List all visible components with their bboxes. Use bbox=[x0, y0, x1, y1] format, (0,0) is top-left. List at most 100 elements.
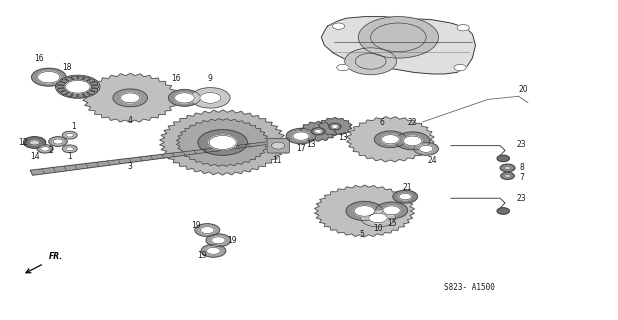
Text: 5: 5 bbox=[359, 230, 364, 239]
Circle shape bbox=[337, 64, 349, 71]
Circle shape bbox=[83, 77, 90, 81]
Circle shape bbox=[209, 135, 236, 149]
Circle shape bbox=[38, 71, 60, 83]
Circle shape bbox=[53, 139, 63, 144]
Circle shape bbox=[32, 68, 66, 86]
Circle shape bbox=[90, 82, 98, 86]
Circle shape bbox=[169, 90, 200, 106]
Text: 7: 7 bbox=[519, 173, 524, 182]
Circle shape bbox=[504, 166, 511, 170]
Circle shape bbox=[381, 135, 399, 144]
Text: 19: 19 bbox=[192, 221, 201, 230]
Circle shape bbox=[315, 129, 322, 133]
Text: 2: 2 bbox=[49, 146, 54, 155]
Circle shape bbox=[23, 137, 46, 148]
Text: 13: 13 bbox=[306, 140, 316, 148]
Circle shape bbox=[501, 172, 514, 180]
Text: 20: 20 bbox=[519, 85, 528, 94]
Circle shape bbox=[383, 206, 400, 215]
Circle shape bbox=[497, 208, 509, 214]
Polygon shape bbox=[300, 122, 337, 141]
Circle shape bbox=[354, 206, 375, 216]
Circle shape bbox=[66, 147, 74, 151]
Circle shape bbox=[87, 91, 95, 94]
Circle shape bbox=[332, 23, 345, 29]
Polygon shape bbox=[315, 185, 414, 237]
Circle shape bbox=[209, 135, 236, 149]
Circle shape bbox=[361, 209, 396, 227]
FancyBboxPatch shape bbox=[267, 138, 289, 153]
Circle shape bbox=[200, 92, 221, 103]
Polygon shape bbox=[83, 73, 177, 123]
Polygon shape bbox=[177, 119, 269, 166]
Text: 8: 8 bbox=[519, 164, 524, 172]
Text: 9: 9 bbox=[208, 74, 213, 83]
Circle shape bbox=[91, 85, 99, 89]
Circle shape bbox=[195, 224, 219, 236]
Circle shape bbox=[49, 137, 67, 146]
Circle shape bbox=[497, 155, 509, 162]
Circle shape bbox=[404, 136, 422, 146]
Circle shape bbox=[57, 85, 64, 89]
Circle shape bbox=[376, 202, 408, 219]
Circle shape bbox=[286, 128, 316, 144]
Circle shape bbox=[77, 76, 85, 80]
Circle shape bbox=[345, 48, 397, 75]
Polygon shape bbox=[321, 17, 475, 74]
Text: 21: 21 bbox=[403, 183, 412, 192]
Circle shape bbox=[66, 77, 73, 81]
Text: 1: 1 bbox=[67, 152, 72, 161]
Circle shape bbox=[206, 234, 231, 247]
Circle shape bbox=[375, 131, 407, 148]
Circle shape bbox=[121, 93, 140, 103]
Text: 4: 4 bbox=[128, 116, 133, 125]
Text: 10: 10 bbox=[373, 224, 383, 233]
Circle shape bbox=[87, 79, 95, 83]
Text: 16: 16 bbox=[172, 74, 181, 83]
Circle shape bbox=[58, 82, 66, 86]
Text: FR.: FR. bbox=[49, 252, 63, 261]
Circle shape bbox=[77, 93, 85, 98]
Circle shape bbox=[37, 145, 53, 153]
Circle shape bbox=[66, 80, 90, 93]
Circle shape bbox=[420, 145, 433, 152]
Text: 23: 23 bbox=[517, 140, 527, 148]
Text: 3: 3 bbox=[128, 162, 133, 171]
Text: 22: 22 bbox=[408, 118, 417, 127]
Circle shape bbox=[61, 79, 69, 83]
Circle shape bbox=[331, 125, 338, 128]
Text: 15: 15 bbox=[387, 219, 396, 228]
Circle shape bbox=[329, 123, 341, 130]
Text: 18: 18 bbox=[62, 63, 72, 72]
Circle shape bbox=[198, 130, 247, 155]
Circle shape bbox=[201, 244, 226, 257]
Circle shape bbox=[393, 190, 418, 203]
Circle shape bbox=[211, 237, 225, 244]
Circle shape bbox=[206, 247, 220, 254]
Circle shape bbox=[66, 133, 74, 137]
Circle shape bbox=[71, 93, 78, 98]
Polygon shape bbox=[30, 141, 273, 175]
Circle shape bbox=[62, 131, 77, 139]
Circle shape bbox=[293, 132, 309, 140]
Circle shape bbox=[90, 88, 98, 92]
Circle shape bbox=[346, 201, 383, 220]
Circle shape bbox=[61, 91, 69, 94]
Text: 13: 13 bbox=[338, 133, 348, 142]
Text: 19: 19 bbox=[227, 236, 237, 245]
Circle shape bbox=[198, 130, 247, 155]
Text: 14: 14 bbox=[30, 152, 40, 161]
Text: S823- A1500: S823- A1500 bbox=[444, 283, 495, 292]
Circle shape bbox=[174, 93, 194, 103]
Circle shape bbox=[113, 89, 148, 107]
Text: 17: 17 bbox=[296, 144, 306, 153]
Text: 1: 1 bbox=[71, 122, 76, 131]
Circle shape bbox=[369, 213, 387, 223]
Circle shape bbox=[414, 142, 439, 155]
Text: 24: 24 bbox=[428, 156, 437, 164]
Text: 19: 19 bbox=[198, 251, 207, 260]
Circle shape bbox=[271, 142, 285, 149]
Polygon shape bbox=[318, 118, 352, 135]
Circle shape bbox=[41, 147, 49, 151]
Circle shape bbox=[500, 164, 515, 172]
